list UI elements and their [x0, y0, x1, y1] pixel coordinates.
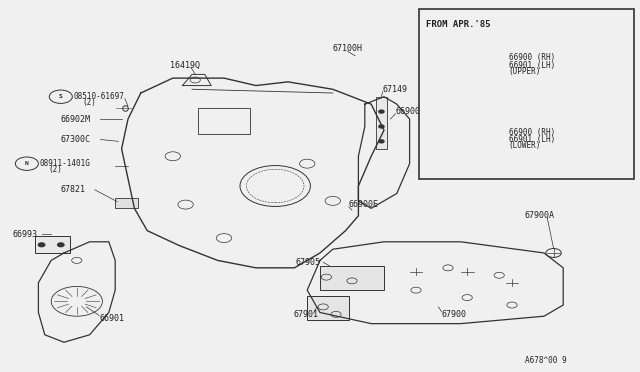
Text: (2): (2) [82, 98, 96, 107]
Bar [307, 296, 349, 320]
Text: FROM APR.'85: FROM APR.'85 [426, 20, 490, 29]
Circle shape [379, 140, 384, 143]
Text: 67900A: 67900A [525, 211, 555, 220]
Circle shape [379, 110, 384, 113]
Text: 66993: 66993 [13, 230, 38, 239]
Text: 08510-61697: 08510-61697 [74, 92, 124, 101]
Text: (LOWER): (LOWER) [509, 141, 541, 150]
Text: (UPPER): (UPPER) [509, 67, 541, 76]
Bar [115, 198, 138, 208]
Text: 66901: 66901 [99, 314, 124, 323]
Text: 66902M: 66902M [61, 115, 91, 124]
Circle shape [379, 125, 384, 128]
Bar [419, 9, 634, 179]
Text: 67900: 67900 [442, 310, 467, 319]
Text: (2): (2) [48, 165, 62, 174]
Text: 67149: 67149 [383, 85, 408, 94]
Text: 67300C: 67300C [61, 135, 91, 144]
Text: 66900 (RH): 66900 (RH) [509, 53, 555, 62]
Text: 67100H: 67100H [333, 44, 363, 53]
Text: 67901: 67901 [293, 310, 318, 319]
Text: 66900 (RH): 66900 (RH) [509, 128, 555, 137]
Bar [320, 266, 384, 290]
Text: 08911-1401G: 08911-1401G [40, 159, 90, 168]
Text: 67905: 67905 [296, 258, 321, 267]
Text: S: S [59, 94, 63, 99]
Text: 16419Q: 16419Q [170, 61, 200, 70]
Text: 66900: 66900 [396, 107, 420, 116]
Circle shape [58, 243, 64, 247]
Text: N: N [25, 161, 29, 166]
Text: 66900E: 66900E [349, 200, 379, 209]
Text: A678^00 9: A678^00 9 [525, 356, 566, 365]
Bar [376, 97, 387, 149]
Circle shape [38, 243, 45, 247]
Text: 66901 (LH): 66901 (LH) [509, 135, 555, 144]
Text: 66901 (LH): 66901 (LH) [509, 61, 555, 70]
Bar [35, 236, 70, 253]
Text: 67821: 67821 [61, 185, 86, 194]
Bar [198, 108, 250, 134]
